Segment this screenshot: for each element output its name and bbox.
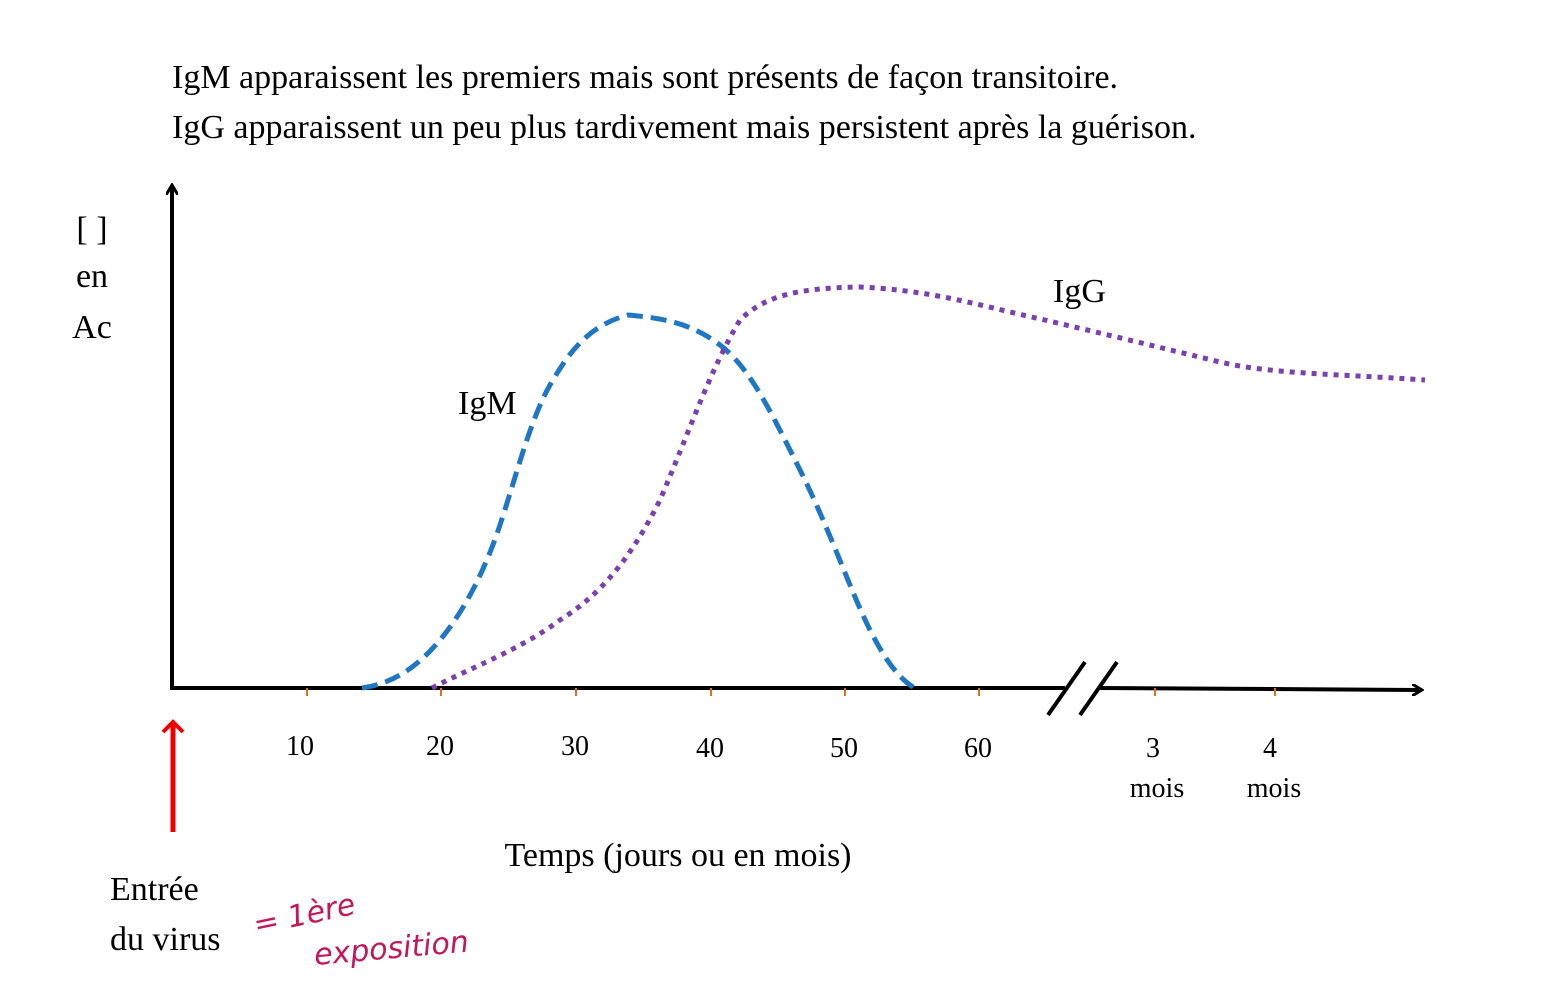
x-tick-label: 20 <box>426 731 454 762</box>
x-tick-label: 40 <box>696 733 724 764</box>
handwritten-note: exposition <box>313 925 471 973</box>
x-tick-label: 30 <box>561 731 589 762</box>
igg-curve <box>430 284 1426 691</box>
handwritten-note: = 1ère <box>250 887 358 943</box>
curve-label: IgG <box>1053 273 1106 310</box>
x-axis <box>1099 688 1422 690</box>
axis-break <box>1078 660 1119 717</box>
header-line: IgM apparaissent les premiers mais sont … <box>172 59 1118 96</box>
x-tick-label: 4 <box>1263 733 1277 764</box>
x-tick-label: 60 <box>964 733 992 764</box>
x-tick-label: mois <box>1247 773 1301 804</box>
igm-curve <box>361 312 917 691</box>
x-tick-label: 10 <box>286 731 314 762</box>
tick-marks <box>306 688 1276 696</box>
y-label: Ac <box>72 309 112 346</box>
x-tick-label: 3 <box>1146 733 1160 764</box>
y-label: en <box>76 258 108 295</box>
x-tick-label: 50 <box>830 733 858 764</box>
x-tick-label: mois <box>1130 773 1184 804</box>
annotation: Entrée <box>110 871 199 908</box>
y-label: [ ] <box>76 211 107 248</box>
x-label: Temps (jours ou en mois) <box>504 837 851 874</box>
axis-break <box>1046 660 1087 717</box>
header-line: IgG apparaissent un peu plus tardivement… <box>172 109 1196 146</box>
curve-label: IgM <box>458 385 517 422</box>
annotation: du virus <box>110 921 221 958</box>
